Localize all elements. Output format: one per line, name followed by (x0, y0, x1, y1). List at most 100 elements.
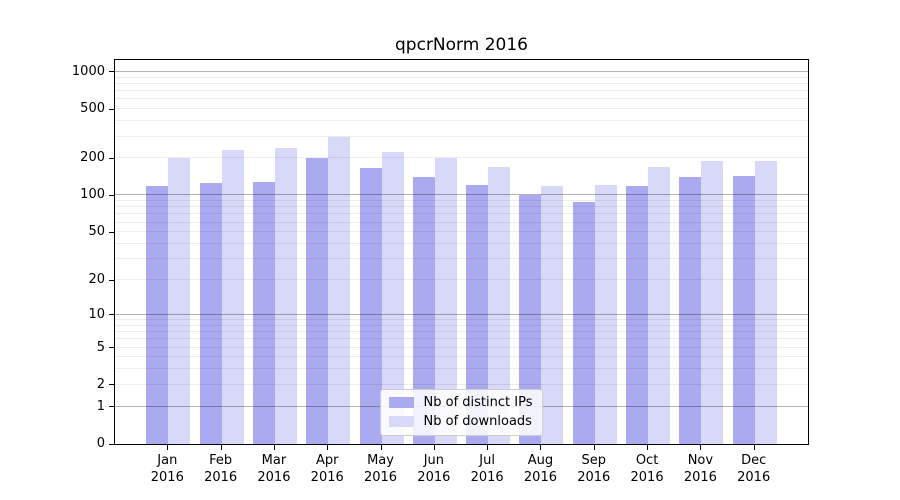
x-tick (433, 445, 435, 450)
minor-gridline (115, 383, 808, 385)
y-tick (109, 194, 114, 196)
bar-distinct-ips-oct (626, 186, 649, 444)
x-tick-label-line: 2016 (577, 470, 611, 485)
chart-title: qpcrNorm 2016 (395, 35, 528, 55)
x-tick (380, 445, 382, 450)
x-tick-label-line: 2016 (363, 470, 398, 485)
major-gridline (115, 313, 808, 315)
minor-gridline (115, 279, 808, 281)
minor-gridline (115, 76, 808, 78)
x-tick-label: Jun 2016 (404, 452, 464, 486)
x-tick (647, 445, 649, 450)
minor-gridline (115, 368, 808, 370)
x-tick-label-line: 2016 (470, 470, 504, 485)
y-tick (109, 108, 114, 110)
minor-gridline (115, 82, 808, 84)
bar-distinct-ips-mar (252, 182, 275, 444)
x-tick-label-line: 2016 (257, 470, 291, 485)
minor-gridline (115, 324, 808, 326)
x-tick-label-line: May (367, 453, 394, 468)
bar-distinct-ips-dec (732, 176, 755, 444)
bar-downloads-may (381, 152, 404, 444)
bar-downloads-nov (701, 161, 724, 444)
bar-downloads-oct (648, 167, 671, 444)
x-tick-label-line: Apr (315, 453, 339, 468)
minor-gridline (115, 200, 808, 202)
major-gridline (115, 194, 808, 196)
minor-gridline (115, 206, 808, 208)
bar-distinct-ips-may (359, 167, 382, 444)
x-tick (540, 445, 542, 450)
bar-distinct-ips-apr (306, 157, 329, 444)
x-tick-label: Aug 2016 (510, 452, 570, 486)
minor-gridline (115, 90, 808, 92)
x-tick-label: Feb 2016 (191, 452, 251, 486)
bar-distinct-ips-jan (146, 185, 169, 444)
minor-gridline (115, 338, 808, 340)
x-tick (220, 445, 222, 450)
y-tick-label: 500 (80, 101, 105, 117)
legend-label-distinct-ips: Nb of distinct IPs (423, 395, 533, 410)
bar-distinct-ips-nov (679, 177, 702, 444)
legend-item-downloads: Nb of downloads (388, 414, 533, 429)
bar-distinct-ips-jun (412, 177, 435, 444)
y-tick-label: 200 (80, 150, 105, 166)
bar-distinct-ips-feb (199, 183, 222, 444)
y-tick-label: 2 (96, 376, 105, 392)
y-tick (109, 157, 114, 159)
minor-gridline (115, 213, 808, 215)
x-tick-label-line: 2016 (310, 470, 344, 485)
y-tick-label: 50 (88, 224, 105, 240)
minor-gridline (115, 319, 808, 320)
bar-downloads-mar (274, 148, 297, 444)
y-tick (109, 314, 114, 316)
x-tick (593, 445, 595, 450)
x-tick-label: May 2016 (351, 452, 411, 486)
x-tick-label: Sep 2016 (564, 452, 624, 486)
y-tick-label: 100 (80, 187, 105, 203)
y-tick-label: 1000 (71, 63, 105, 79)
minor-gridline (115, 108, 808, 110)
y-tick-label: 1 (96, 398, 105, 414)
bar-distinct-ips-jul (466, 185, 489, 444)
minor-gridline (115, 243, 808, 245)
x-tick-label-line: Jan (157, 453, 178, 468)
x-tick-label-line: Nov (687, 453, 714, 468)
major-gridline (115, 70, 808, 72)
legend: Nb of distinct IPs Nb of downloads (379, 389, 544, 436)
x-tick-label: Nov 2016 (670, 452, 730, 486)
bar-downloads-aug (541, 185, 564, 444)
minor-gridline (115, 331, 808, 333)
bar-distinct-ips-sep (572, 201, 595, 444)
x-tick-label: Jan 2016 (137, 452, 197, 486)
bar-downloads-dec (754, 160, 777, 444)
minor-gridline (115, 221, 808, 223)
bar-downloads-jul (488, 167, 511, 444)
minor-gridline (115, 135, 808, 137)
y-tick (109, 279, 114, 281)
x-tick (487, 445, 489, 450)
y-tick (109, 443, 114, 445)
minor-gridline (115, 356, 808, 358)
minor-gridline (115, 258, 808, 260)
y-tick-label: 0 (96, 436, 105, 451)
minor-gridline (115, 98, 808, 100)
minor-gridline (115, 157, 808, 159)
y-tick (109, 406, 114, 408)
x-tick-label-line: Jul (479, 453, 495, 468)
x-tick-label-line: Mar (261, 453, 287, 468)
x-tick (167, 445, 169, 450)
bar-distinct-ips-aug (519, 194, 542, 444)
minor-gridline (115, 231, 808, 233)
y-tick-label: 5 (96, 339, 105, 355)
x-tick-label: Jul 2016 (457, 452, 517, 486)
bar-downloads-apr (328, 137, 351, 444)
y-tick-label: 10 (88, 306, 105, 322)
x-tick (753, 445, 755, 450)
x-tick-label-line: Oct (635, 453, 659, 468)
bar-downloads-feb (221, 150, 244, 444)
x-tick-label-line: 2016 (204, 470, 238, 485)
x-tick-label-line: 2016 (417, 470, 451, 485)
x-tick-label: Mar 2016 (244, 452, 304, 486)
